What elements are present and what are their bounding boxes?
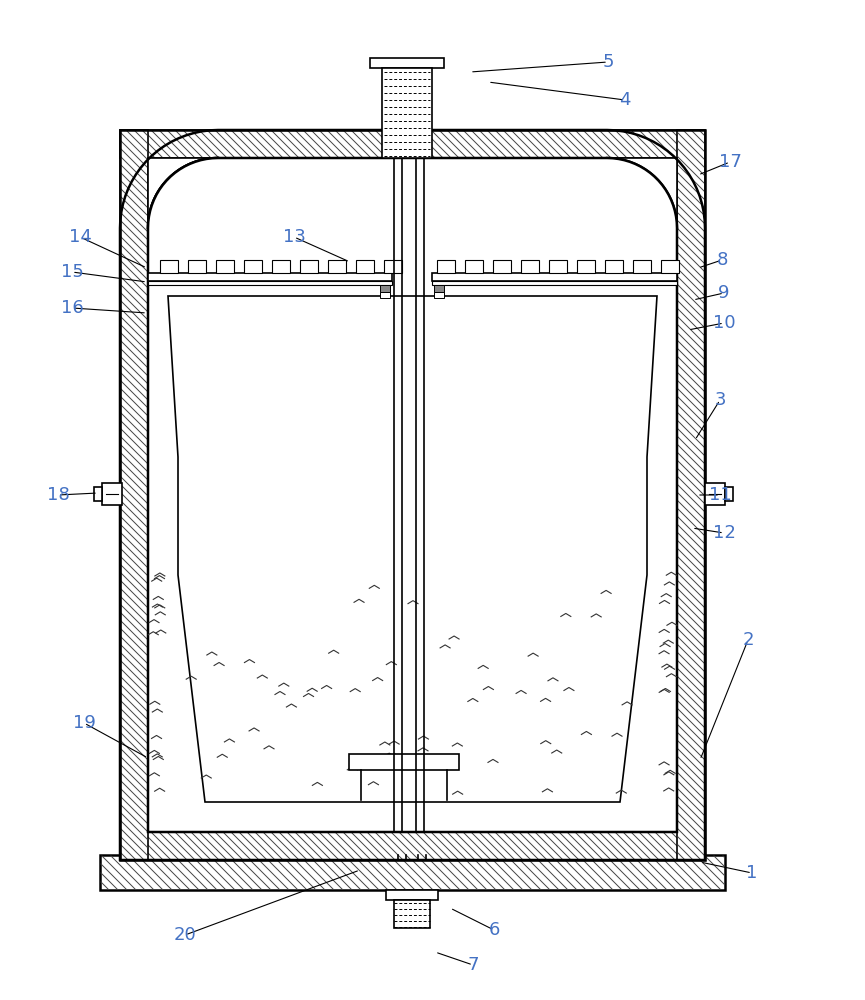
Text: 8: 8: [716, 251, 727, 269]
Bar: [549, 260, 567, 273]
Bar: [148, 273, 392, 281]
Bar: [148, 281, 392, 285]
Bar: [432, 281, 677, 285]
Bar: [521, 260, 539, 273]
Bar: [216, 260, 234, 273]
Text: 9: 9: [718, 284, 730, 302]
Bar: [100, 855, 725, 890]
Text: 7: 7: [467, 956, 478, 974]
Bar: [384, 260, 402, 273]
Text: 19: 19: [73, 714, 95, 732]
Text: 15: 15: [61, 263, 83, 281]
Bar: [577, 260, 595, 273]
Bar: [94, 487, 102, 501]
Bar: [272, 260, 290, 273]
Text: 2: 2: [742, 631, 753, 649]
Bar: [120, 130, 148, 860]
Text: 4: 4: [619, 91, 631, 109]
Text: 20: 20: [174, 926, 196, 944]
Text: 12: 12: [713, 524, 735, 542]
Bar: [328, 260, 346, 273]
Bar: [120, 832, 705, 860]
Polygon shape: [156, 284, 669, 814]
Bar: [370, 58, 444, 68]
PathPatch shape: [148, 158, 677, 832]
Bar: [432, 273, 677, 281]
Text: 18: 18: [47, 486, 69, 504]
Bar: [437, 260, 455, 273]
Bar: [380, 285, 390, 292]
Bar: [102, 483, 122, 505]
Text: 6: 6: [489, 921, 500, 939]
Text: 1: 1: [746, 864, 758, 882]
Bar: [705, 483, 725, 505]
Bar: [349, 754, 459, 770]
Bar: [120, 130, 705, 860]
Bar: [493, 260, 511, 273]
Bar: [148, 158, 677, 832]
Bar: [188, 260, 206, 273]
Bar: [120, 130, 705, 158]
Bar: [386, 890, 438, 900]
Bar: [633, 260, 651, 273]
Bar: [465, 260, 483, 273]
Bar: [160, 260, 178, 273]
Bar: [725, 487, 733, 501]
Text: 14: 14: [68, 228, 92, 246]
Bar: [677, 130, 705, 860]
Bar: [394, 900, 430, 928]
Bar: [380, 292, 390, 298]
Text: 16: 16: [61, 299, 83, 317]
Bar: [605, 260, 623, 273]
Text: 17: 17: [719, 153, 741, 171]
Text: 11: 11: [708, 486, 732, 504]
Bar: [661, 260, 679, 273]
Bar: [434, 285, 444, 292]
Text: 3: 3: [714, 391, 726, 409]
Bar: [434, 292, 444, 298]
Bar: [382, 68, 432, 158]
Text: 10: 10: [713, 314, 735, 332]
Bar: [356, 260, 374, 273]
Text: 5: 5: [602, 53, 614, 71]
Bar: [300, 260, 318, 273]
Bar: [244, 260, 262, 273]
Text: 13: 13: [283, 228, 305, 246]
Bar: [148, 158, 677, 832]
